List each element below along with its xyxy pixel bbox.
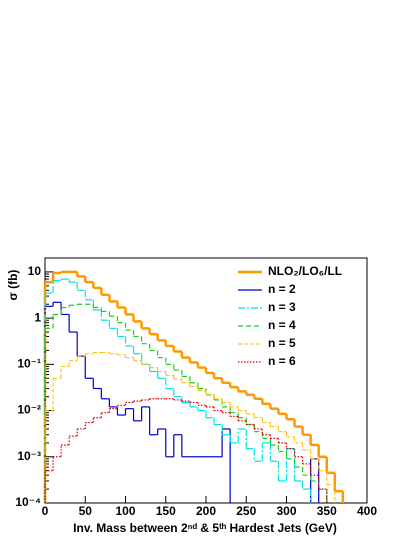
x-tick-label: 350	[317, 504, 337, 518]
y-axis-label: σ (fb)	[6, 270, 20, 301]
legend-label: NLO₂/LO₆/LL	[268, 264, 342, 278]
x-tick-label: 150	[156, 504, 176, 518]
y-tick-label: 10⁻⁴	[15, 495, 41, 509]
y-tick-label: 10⁻²	[17, 403, 41, 417]
legend-label: n = 2	[268, 282, 296, 296]
y-tick-label: 10⁻³	[17, 449, 41, 463]
y-tick-label: 1	[34, 310, 41, 324]
legend-label: n = 3	[268, 300, 296, 314]
x-axis-label: Inv. Mass between 2ⁿᵈ & 5ᵗʰ Hardest Jets…	[73, 521, 337, 535]
y-tick-label: 10⁻¹	[17, 357, 41, 371]
legend-label: n = 5	[268, 336, 296, 350]
x-tick-label: 200	[196, 504, 216, 518]
x-tick-label: 400	[357, 504, 377, 518]
x-tick-label: 250	[236, 504, 256, 518]
x-tick-label: 0	[42, 504, 49, 518]
legend-label: n = 4	[268, 318, 296, 332]
y-tick-label: 10	[28, 264, 42, 278]
x-tick-label: 300	[276, 504, 296, 518]
x-tick-label: 100	[115, 504, 135, 518]
x-tick-label: 50	[79, 504, 93, 518]
legend-label: n = 6	[268, 354, 296, 368]
